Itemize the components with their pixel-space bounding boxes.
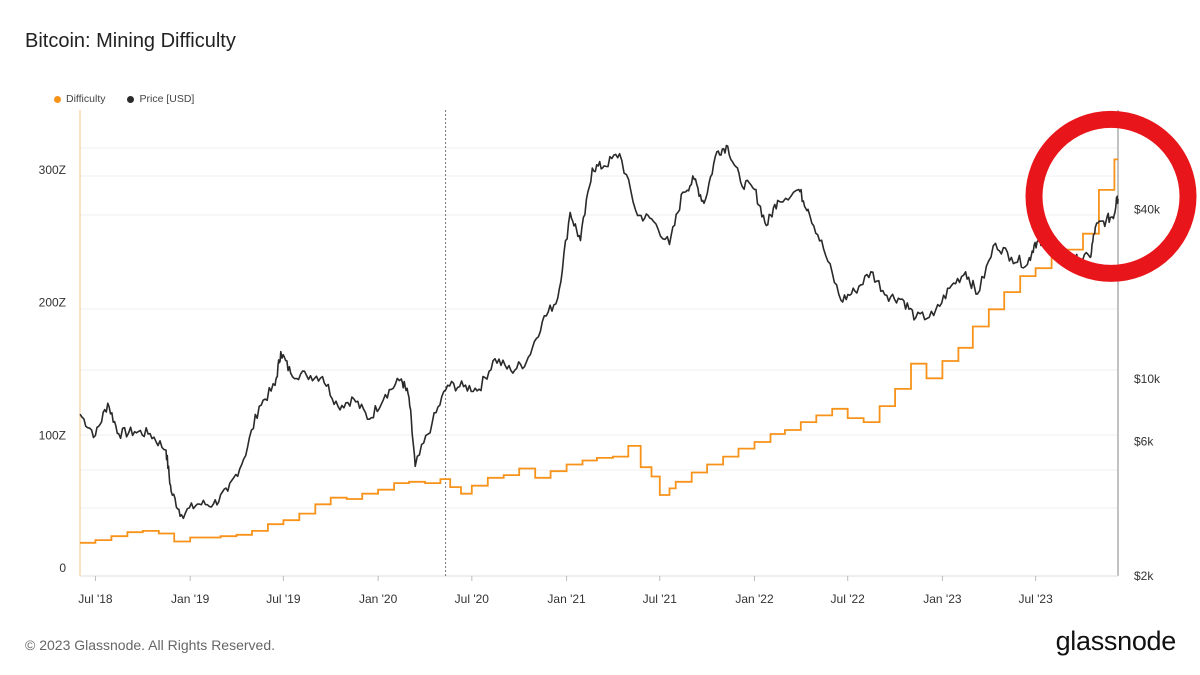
legend-label-price: Price [USD] [139,93,195,105]
y-right-tick-label: $40k [1134,202,1161,216]
y-left-tick-label: 200Z [39,296,66,310]
x-tick-label: Jul '23 [1018,592,1053,606]
chart-legend: Difficulty Price [USD] [54,93,216,105]
x-tick-label: Jan '22 [735,592,774,606]
highlight-annotation [1025,110,1197,282]
page-title: Bitcoin: Mining Difficulty [25,30,236,52]
legend-dot-price [127,95,135,103]
y-right-tick-label: $2k [1134,569,1154,583]
x-tick-label: Jan '20 [359,592,398,606]
y-right-tick-label: $10k [1134,372,1161,386]
x-tick-label: Jan '23 [923,592,962,606]
y-left-tick-label: 300Z [39,163,66,177]
x-axis: Jul '18 Jan '19 Jul '19 Jan '20 Jul '20 Jan '… [78,576,1053,606]
difficulty-series [80,158,1118,544]
x-tick-label: Jul '18 [78,592,113,606]
glassnode-logo[interactable]: glassnode [1055,626,1177,656]
price-series [79,144,1119,520]
highlight-circle [1025,110,1197,282]
difficulty-line [80,158,1118,544]
x-tick-label: Jul '19 [266,592,301,606]
x-tick-label: Jan '19 [171,592,210,606]
y-left-tick-label: 100Z [39,428,66,442]
legend-label-difficulty: Difficulty [66,93,106,105]
y-axis-left: 0 100Z 200Z 300Z [39,163,67,575]
copyright-text: © 2023 Glassnode. All Rights Reserved. [25,637,276,653]
plot-frame [79,110,1119,577]
y-left-tick-label: 0 [59,561,66,575]
x-tick-label: Jul '22 [831,592,866,606]
x-tick-label: Jul '21 [643,592,678,606]
y-right-tick-label: $6k [1134,435,1154,449]
x-tick-label: Jul '20 [455,592,490,606]
x-tick-label: Jan '21 [547,592,586,606]
legend-item-difficulty[interactable]: Difficulty [54,93,105,105]
price-line [79,144,1119,520]
y-axis-right: $2k $6k $10k $40k [1134,202,1161,583]
grid-lines [80,147,1118,509]
legend-dot-difficulty [54,95,61,103]
legend-item-price[interactable]: Price [USD] [127,93,194,105]
